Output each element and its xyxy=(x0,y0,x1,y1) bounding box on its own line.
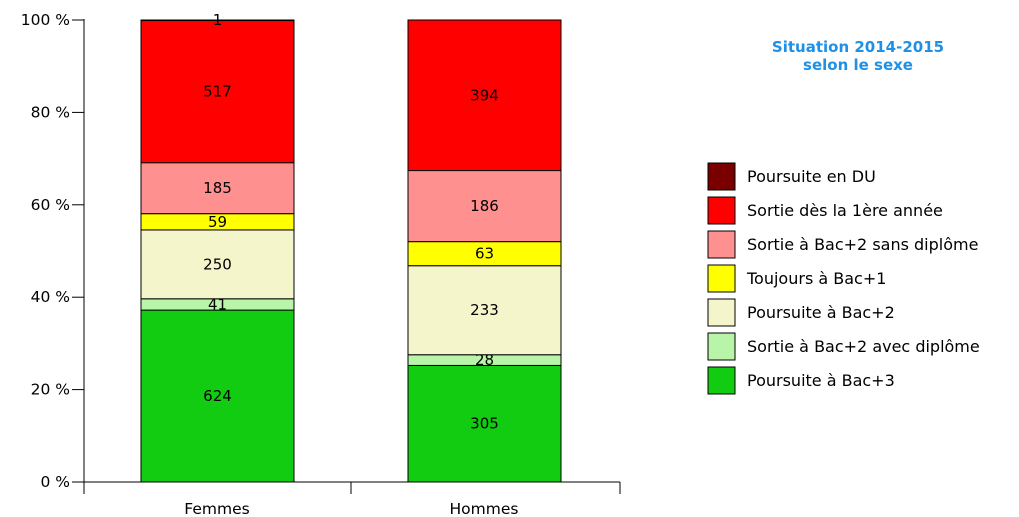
y-tick-label: 0 % xyxy=(40,473,70,491)
bars: 624 41 250 59 185 517 1 305 28 233 63 186 394 xyxy=(140,11,562,483)
bar-value-label: 517 xyxy=(203,82,232,100)
x-category-label: Hommes xyxy=(450,500,519,517)
legend-label: Poursuite en DU xyxy=(747,167,876,186)
legend-swatch xyxy=(707,264,736,293)
y-tick-label: 100 % xyxy=(21,11,70,29)
bar-segment xyxy=(407,364,562,483)
y-tick-label: 20 % xyxy=(31,381,70,399)
legend-label: Poursuite à Bac+2 xyxy=(747,303,895,322)
bar-value-label: 63 xyxy=(475,245,494,263)
legend-swatch xyxy=(707,196,736,225)
bar-segment xyxy=(407,19,562,172)
bar-segment xyxy=(140,19,295,22)
bar-value-label: 624 xyxy=(203,387,232,405)
chart-title-line-1: Situation 2014-2015 xyxy=(772,38,944,56)
bar-segment xyxy=(407,170,562,243)
legend-label: Sortie dès la 1ère année xyxy=(747,201,943,220)
bar-value-label: 185 xyxy=(203,179,232,197)
bar-value-label: 59 xyxy=(208,213,227,231)
legend-swatch xyxy=(707,162,736,191)
legend-swatch xyxy=(707,298,736,327)
y-tick-label: 40 % xyxy=(31,288,70,306)
bar-value-label: 28 xyxy=(475,351,494,369)
y-tick-label: 80 % xyxy=(31,103,70,121)
legend: Poursuite en DU Sortie dès la 1ère année S… xyxy=(707,162,980,395)
bar-segment xyxy=(140,19,295,164)
legend-label: Poursuite à Bac+3 xyxy=(747,371,895,390)
bar-value-label: 1 xyxy=(213,11,223,29)
chart-title-line-2: selon le sexe xyxy=(803,56,913,74)
bar-value-label: 394 xyxy=(470,86,499,104)
bar-segment xyxy=(407,241,562,267)
legend-label: Sortie à Bac+2 avec diplôme xyxy=(747,337,980,356)
bar-value-label: 186 xyxy=(470,197,499,215)
legend-swatch xyxy=(707,230,736,259)
bar-value-label: 250 xyxy=(203,255,232,273)
bar-value-label: 305 xyxy=(470,415,499,433)
legend-swatch xyxy=(707,366,736,395)
x-category-label: Femmes xyxy=(184,500,249,517)
bar-segment xyxy=(407,265,562,356)
bar-value-label: 233 xyxy=(470,301,499,319)
legend-swatch xyxy=(707,332,736,361)
y-tick-label: 60 % xyxy=(31,196,70,214)
bar-value-label: 41 xyxy=(208,295,227,313)
bar-segment xyxy=(140,162,295,215)
legend-label: Toujours à Bac+1 xyxy=(746,269,886,288)
legend-label: Sortie à Bac+2 sans diplôme xyxy=(747,235,978,254)
bar-segment xyxy=(140,229,295,300)
axes: 0 % 20 % 40 % 60 % 80 % 100 % Femmes Hommes xyxy=(21,11,621,517)
bar-segment xyxy=(140,309,295,483)
